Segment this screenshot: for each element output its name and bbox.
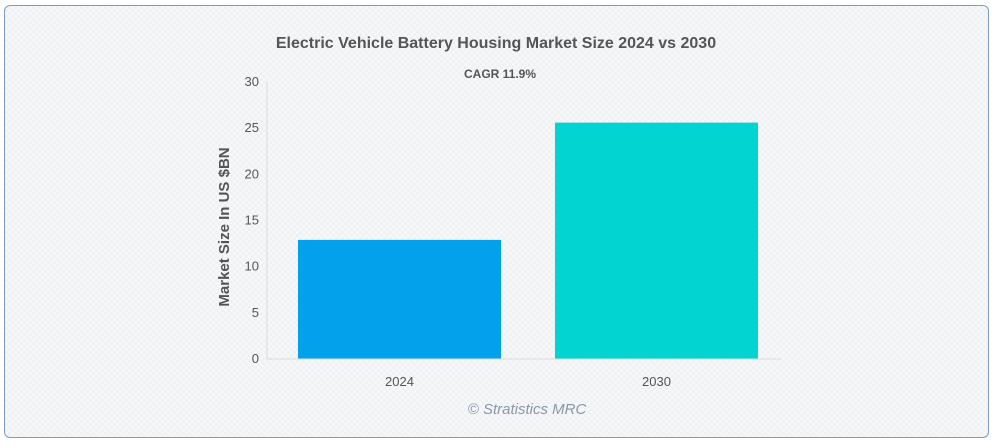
source-credit: © Stratistics MRC <box>468 401 587 418</box>
bar-chart: Electric Vehicle Battery Housing Market … <box>216 35 781 418</box>
y-tick-label: 30 <box>245 74 259 89</box>
y-axis-label: Market Size In US $BN <box>216 147 233 306</box>
bar-2030 <box>554 122 759 359</box>
x-tick-label: 2030 <box>642 374 671 389</box>
y-tick-label: 0 <box>252 351 259 366</box>
y-tick-label: 5 <box>252 305 259 320</box>
y-tick-label: 20 <box>245 166 259 181</box>
y-tick-label: 15 <box>245 213 259 228</box>
chart-title: Electric Vehicle Battery Housing Market … <box>276 35 716 52</box>
x-tick-label: 2024 <box>385 374 414 389</box>
chart-subtitle: CAGR 11.9% <box>464 67 536 81</box>
chart-frame: Electric Vehicle Battery Housing Market … <box>4 5 989 438</box>
y-tick-label: 25 <box>245 120 259 135</box>
y-tick-label: 10 <box>245 259 259 274</box>
bar-2024 <box>297 239 502 359</box>
